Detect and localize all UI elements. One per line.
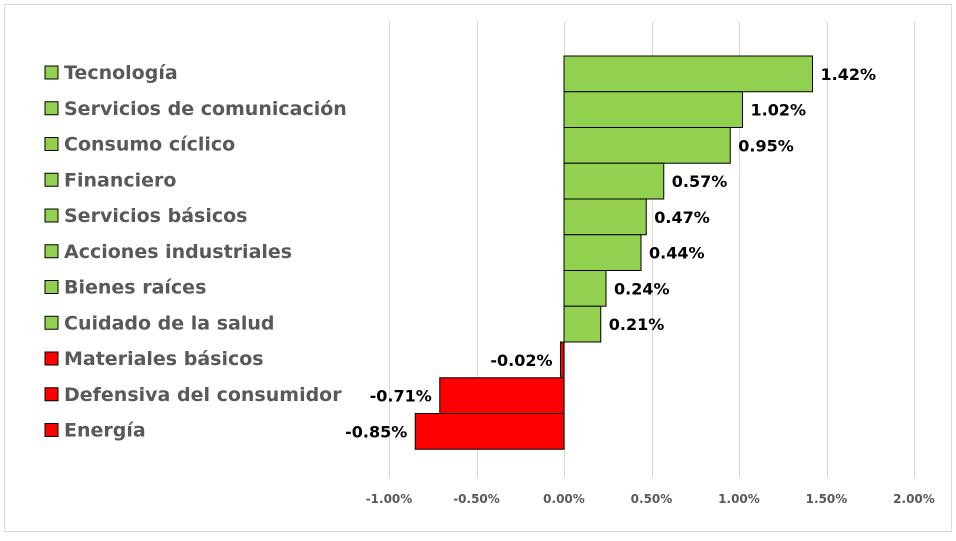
- category-label: Materiales básicos: [64, 348, 264, 370]
- bar: [560, 341, 565, 379]
- bar: [563, 305, 602, 343]
- category-label: Servicios básicos: [64, 205, 247, 227]
- bar: [563, 198, 647, 236]
- legend-swatch: [44, 387, 59, 402]
- legend-swatch: [44, 65, 59, 80]
- x-tick-label: 1.50%: [806, 492, 848, 506]
- bar: [414, 413, 565, 450]
- category-label: Defensiva del consumidor: [64, 384, 342, 406]
- legend-swatch: [44, 351, 59, 366]
- data-label: 0.47%: [654, 208, 710, 227]
- x-tick-label: 1.00%: [718, 492, 760, 506]
- bar: [563, 127, 731, 164]
- data-label: 0.21%: [609, 315, 665, 334]
- data-label: -0.02%: [490, 351, 552, 370]
- category-label: Financiero: [64, 169, 176, 191]
- category-label: Bienes raíces: [64, 277, 206, 299]
- legend-swatch: [44, 208, 59, 223]
- data-label: 0.57%: [672, 172, 728, 191]
- x-tick-label: -1.00%: [366, 492, 413, 506]
- category-label: Tecnología: [64, 62, 178, 84]
- data-label: -0.71%: [370, 387, 432, 406]
- legend-swatch: [44, 280, 59, 294]
- category-label: Energía: [64, 420, 146, 442]
- legend-swatch: [44, 315, 59, 330]
- data-label: 0.44%: [649, 244, 705, 263]
- category-legend: Tecnología Servicios de comunicación Consu…: [44, 62, 347, 442]
- legend-swatch: [44, 423, 59, 437]
- legend-swatch: [44, 137, 59, 151]
- legend-swatch: [44, 172, 59, 187]
- bar: [563, 162, 665, 200]
- bar: [563, 55, 813, 93]
- bar: [563, 91, 743, 128]
- data-label: 1.02%: [751, 101, 807, 120]
- category-label: Cuidado de la salud: [64, 312, 275, 334]
- legend-swatch: [44, 101, 59, 116]
- category-label: Consumo cíclico: [64, 134, 235, 156]
- x-tick-label: -0.50%: [453, 492, 500, 506]
- category-label: Acciones industriales: [64, 241, 292, 263]
- x-tick-label: 0.50%: [631, 492, 673, 506]
- x-tick-label: 2.00%: [893, 492, 935, 506]
- data-label: -0.85%: [345, 422, 407, 441]
- x-axis-tick-labels: -1.00% -0.50% 0.00% 0.50% 1.00% 1.50% 2.00%: [366, 492, 935, 506]
- x-tick-label: 0.00%: [543, 492, 585, 506]
- legend-swatch: [44, 244, 59, 259]
- bar: [563, 234, 642, 271]
- bar: [439, 377, 565, 414]
- data-label: 1.42%: [821, 65, 877, 84]
- data-label: 0.24%: [614, 279, 670, 298]
- bar: [563, 270, 607, 307]
- bars: [414, 55, 813, 450]
- data-label: 0.95%: [738, 136, 794, 155]
- category-label: Servicios de comunicación: [64, 98, 347, 120]
- value-labels: 1.42% 1.02% 0.95% 0.57% 0.47% 0.44% 0.24% 0.21%…: [345, 65, 876, 442]
